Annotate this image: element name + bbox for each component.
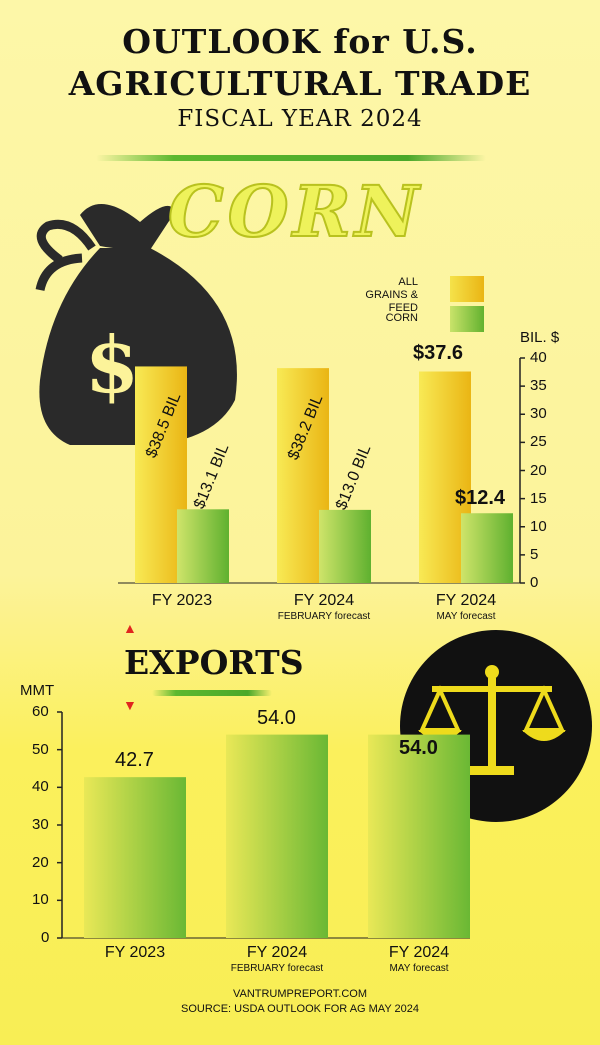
- legend-swatch-all-grains: [450, 276, 484, 302]
- y-tick-label: 10: [32, 891, 49, 909]
- y-tick-label: 20: [530, 461, 547, 479]
- arrow-up-icon: ▲: [123, 620, 137, 636]
- bar-exports: [226, 734, 328, 938]
- data-label-exports: 54.0: [257, 706, 296, 729]
- legend-swatch-corn: [450, 306, 484, 332]
- data-label-corn: $12.4: [455, 487, 506, 510]
- title-line-1: OUTLOOK for U.S.: [122, 22, 478, 61]
- subtitle: FISCAL YEAR 2024: [177, 106, 423, 132]
- y-tick-label: 15: [530, 489, 547, 507]
- y-tick-label: 35: [530, 377, 547, 395]
- legend-label-all-grains: ALL GRAINS & FEED: [365, 276, 418, 314]
- legend-label-corn: CORN: [385, 312, 418, 324]
- category-label: FY 2023: [104, 944, 166, 961]
- y-axis-unit-bil: BIL. $: [520, 329, 560, 346]
- exports-heading: EXPORTS: [124, 643, 304, 682]
- y-tick-label: 10: [530, 517, 547, 535]
- bar-corn: [319, 509, 371, 583]
- data-label-exports: 42.7: [115, 749, 154, 772]
- category-note: MAY forecast: [436, 611, 496, 622]
- arrow-down-icon: ▼: [123, 697, 137, 713]
- y-tick-label: 60: [32, 703, 49, 720]
- category-note: MAY forecast: [389, 963, 449, 974]
- y-tick-label: 0: [41, 929, 50, 946]
- green-brush-stroke-exports: [152, 690, 272, 696]
- y-tick-label: 20: [32, 853, 49, 871]
- title-line-2: AGRICULTURAL TRADE: [68, 64, 532, 103]
- svg-text:$: $: [85, 320, 139, 411]
- y-tick-label: 30: [530, 405, 547, 423]
- footer-website: VANTRUMPREPORT.COM: [232, 988, 368, 1000]
- data-label-exports: 54.0: [399, 736, 438, 759]
- category-label: FY 2024: [293, 592, 355, 609]
- y-tick-label: 0: [530, 574, 539, 591]
- category-note: FEBRUARY forecast: [230, 963, 324, 974]
- category-label: FY 2024: [435, 592, 497, 609]
- bar-corn: [177, 509, 229, 583]
- y-tick-label: 5: [530, 545, 539, 563]
- y-tick-label: 40: [530, 349, 547, 366]
- data-label-all-grains: $37.6: [413, 341, 464, 364]
- category-label: FY 2024: [388, 944, 450, 961]
- y-tick-label: 25: [530, 433, 547, 451]
- bar-exports: [84, 777, 186, 938]
- y-tick-label: 40: [32, 778, 49, 796]
- corn-heading: CORN: [167, 169, 423, 254]
- green-brush-stroke: [96, 155, 486, 161]
- footer-source: SOURCE: USDA OUTLOOK FOR AG MAY 2024: [181, 1003, 419, 1015]
- y-axis-unit-mmt: MMT: [20, 682, 55, 699]
- y-tick-label: 30: [32, 816, 49, 833]
- category-label: FY 2023: [151, 592, 213, 609]
- category-note: FEBRUARY forecast: [277, 611, 371, 622]
- bar-exports: [368, 734, 470, 938]
- category-label: FY 2024: [246, 944, 308, 961]
- y-tick-label: 50: [32, 740, 49, 758]
- bar-corn: [461, 513, 513, 583]
